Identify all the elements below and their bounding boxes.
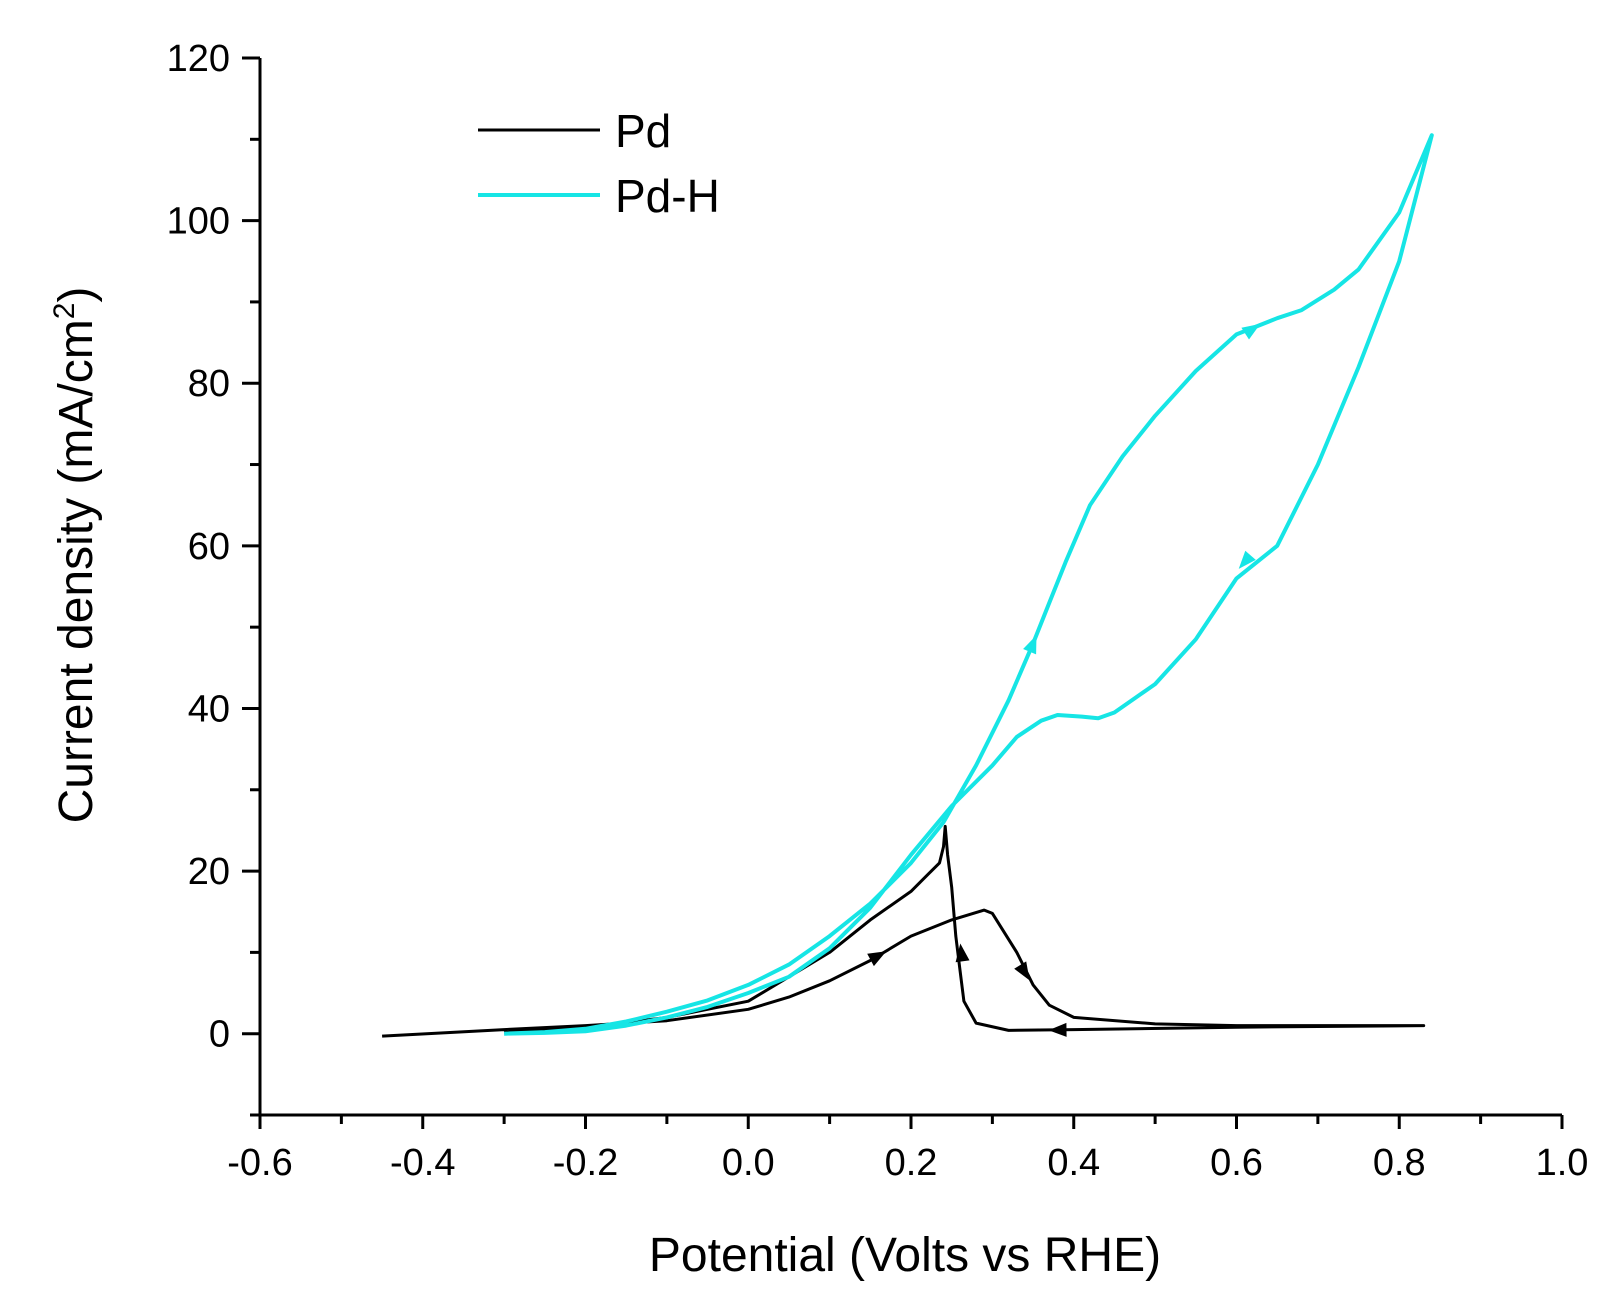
direction-arrow-pd [955,943,970,963]
y-tick-label: 80 [188,363,230,405]
y-axis-title-superscript: 2 [48,303,81,320]
x-tick-label: 0.6 [1210,1142,1263,1184]
x-tick-label: -0.4 [390,1142,455,1184]
x-axis-title: Potential (Volts vs RHE) [649,1229,1161,1282]
series-layer [382,133,1434,1038]
legend-label-pd-h: Pd-H [615,170,720,222]
x-tick-label: 0.0 [722,1142,775,1184]
y-tick-label: 120 [167,38,230,80]
direction-arrow-pd-h [1241,323,1261,340]
x-tick-label: 0.2 [885,1142,938,1184]
y-axis-title-close: ) [50,287,103,303]
x-tick-label: 1.0 [1536,1142,1589,1184]
series-line-pd-h [504,133,1434,1036]
legend: Pd Pd-H [478,105,720,222]
x-tick-label: -0.6 [227,1142,292,1184]
direction-arrow-pd [867,951,887,967]
x-tick-label: 0.4 [1047,1142,1100,1184]
y-tick-label: 40 [188,688,230,730]
y-axis-title: Current density (mA/cm2) [48,287,103,824]
y-tick-label: 20 [188,851,230,893]
direction-arrow-pd-h [1238,550,1256,569]
series-line-pd [382,824,1426,1038]
x-tick-label: 0.8 [1373,1142,1426,1184]
direction-arrow-pd [1014,961,1030,981]
y-axis-ticks: 0 20 40 60 80 100 120 [167,38,260,1117]
plot-area [258,58,1562,1117]
legend-label-pd: Pd [615,105,671,157]
direction-arrow-pd [1048,1022,1067,1037]
y-axis-title-main: Current density (mA/cm [50,319,103,823]
x-tick-label: -0.2 [553,1142,618,1184]
y-tick-label: 0 [209,1014,230,1056]
y-tick-label: 100 [167,201,230,243]
y-tick-label: 60 [188,526,230,568]
x-axis-ticks: -0.6 -0.4 -0.2 0.0 0.2 0.4 0.6 0.8 1.0 [227,1115,1588,1184]
direction-arrow-pd-h [1023,635,1037,655]
